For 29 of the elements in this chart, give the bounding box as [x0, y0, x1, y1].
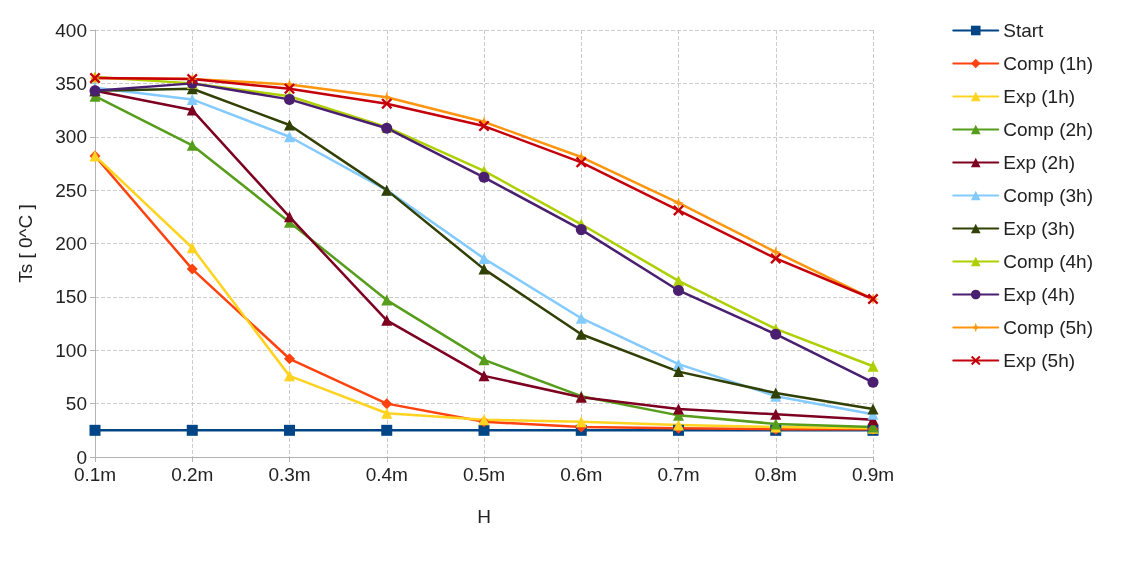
y-tick-label: 150 [55, 286, 87, 308]
legend-label: Comp (1h) [1003, 53, 1093, 74]
legend-label: Exp (2h) [1003, 152, 1076, 173]
y-tick-label: 250 [55, 179, 87, 201]
y-tick-label: 100 [55, 339, 87, 361]
x-tick-label: 0.4m [365, 464, 408, 485]
y-tick-label: 350 [55, 72, 87, 94]
y-tick-label: 50 [65, 393, 87, 415]
y-tick-label: 200 [55, 233, 87, 254]
legend-label: Comp (4h) [1003, 251, 1093, 272]
legend-label: Comp (3h) [1003, 185, 1093, 206]
legend-label: Exp (4h) [1003, 284, 1076, 305]
x-tick-label: 0.9m [851, 464, 895, 485]
x-tick-label: 0.3m [268, 464, 311, 485]
x-tick-label: 0.5m [462, 464, 506, 485]
legend-label: Exp (3h) [1003, 218, 1076, 239]
legend-label: Start [1003, 20, 1045, 41]
x-axis-title: H [477, 506, 491, 527]
legend-label: Comp (5h) [1003, 317, 1093, 338]
y-axis-title: Ts [ 0^C ] [15, 204, 36, 283]
y-tick-label: 300 [55, 126, 87, 148]
legend-label: Exp (5h) [1003, 350, 1076, 371]
legend-label: Comp (2h) [1003, 119, 1093, 140]
legend-label: Exp (1h) [1003, 86, 1076, 107]
x-tick-label: 0.8m [754, 464, 797, 485]
y-tick-label: 400 [55, 19, 87, 41]
x-tick-label: 0.2m [171, 464, 214, 485]
x-tick-label: 0.7m [657, 464, 700, 485]
x-tick-label: 0.6m [560, 464, 603, 485]
